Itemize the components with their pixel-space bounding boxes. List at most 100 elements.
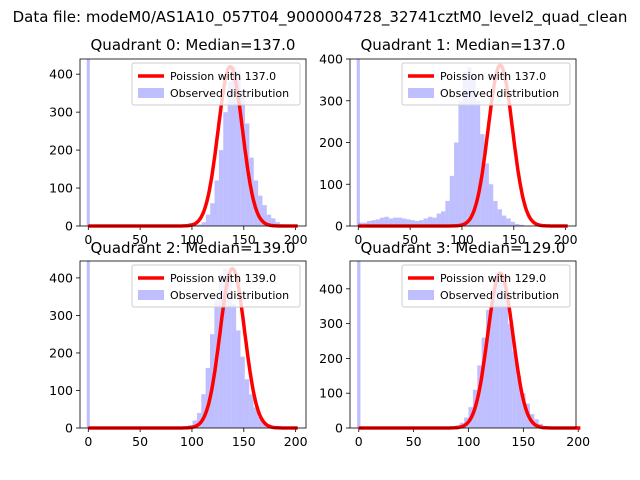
- x-tick-label: 150: [511, 434, 535, 449]
- legend-hist-swatch: [408, 88, 434, 98]
- hist-bar: [510, 221, 516, 226]
- axes-border: [79, 58, 307, 227]
- hist-bar: [227, 277, 232, 428]
- legend-label-fit: Poission with 137.0: [440, 70, 546, 83]
- hist-bar: [384, 216, 389, 226]
- x-tick-label: 0: [84, 232, 92, 247]
- y-tick-label: 100: [319, 177, 343, 192]
- y-tick-label: 400: [319, 52, 343, 67]
- axes-border: [79, 260, 307, 429]
- figure-suptitle: Data file: modeM0/AS1A10_057T04_90000047…: [13, 8, 628, 27]
- hist-bar: [484, 163, 489, 226]
- legend-label-hist: Observed distribution: [440, 289, 559, 302]
- x-tick-label: 200: [284, 434, 308, 449]
- hist-bar: [497, 209, 502, 226]
- subplot-quadrant-2: Quadrant 2: Median=139.0 0 50 100 150 200 0 10…: [49, 239, 307, 449]
- hist-bar: [227, 81, 232, 226]
- y-tick-label: 0: [335, 421, 343, 436]
- axes-frame: [349, 58, 577, 227]
- hist-bar: [240, 89, 246, 226]
- x-tick-label: 50: [402, 232, 418, 247]
- hist-bar: [462, 71, 468, 227]
- zero-spike: [356, 59, 360, 226]
- hist-bar: [205, 367, 211, 428]
- zero-spike: [357, 261, 361, 428]
- x-tick-label: 0: [84, 434, 92, 449]
- hist-bar: [262, 205, 267, 226]
- hist-bar: [521, 393, 526, 428]
- hist-bar: [467, 67, 472, 226]
- y-tick-label: 100: [319, 386, 343, 401]
- subplot-title: Quadrant 1: Median=137.0: [361, 36, 566, 54]
- hist-bar: [445, 200, 450, 226]
- hist-bar: [240, 356, 245, 428]
- x-tick-label: 150: [232, 232, 256, 247]
- legend-box: [131, 62, 301, 106]
- hist-bar: [231, 66, 237, 226]
- hist-bar: [388, 218, 394, 226]
- hist-bar: [223, 268, 228, 428]
- legend-hist-swatch: [138, 88, 164, 98]
- hist-bar: [236, 70, 241, 227]
- hist-bar: [223, 112, 228, 226]
- hist-bar: [210, 203, 215, 226]
- hist-bar: [419, 220, 424, 226]
- hist-bar: [475, 100, 481, 226]
- legend-label-fit: Poission with 137.0: [170, 70, 276, 83]
- legend-hist-swatch: [408, 290, 434, 300]
- hist-bar: [516, 375, 522, 428]
- hist-bar: [406, 219, 411, 226]
- hist-bar: [519, 224, 524, 226]
- hist-bar: [423, 218, 428, 226]
- x-tick-label: 100: [180, 232, 204, 247]
- hist-bar: [249, 394, 254, 428]
- hist-bar: [231, 304, 237, 428]
- y-tick-label: 0: [65, 219, 73, 234]
- y-tick-label: 300: [319, 93, 343, 108]
- hist-bar: [494, 271, 500, 428]
- hist-bar: [410, 220, 415, 226]
- legend: Poission with 139.0 Observed distributio…: [131, 264, 301, 308]
- zero-spike: [86, 261, 90, 428]
- spike-bar: [86, 261, 90, 428]
- hist-bar: [454, 142, 459, 226]
- subplot-quadrant-1: Quadrant 1: Median=137.0 0 50 100 150 200 0 10…: [319, 36, 577, 247]
- axes-frame: [79, 260, 307, 429]
- hist-bar: [257, 416, 263, 428]
- legend-label-hist: Observed distribution: [170, 289, 289, 302]
- legend-box: [401, 62, 571, 106]
- hist-bar: [458, 100, 463, 226]
- axes-frame: [79, 58, 307, 227]
- hist-bar: [196, 412, 202, 428]
- x-tick-label: 200: [284, 232, 308, 247]
- legend: Poission with 129.0 Observed distributio…: [401, 264, 571, 308]
- hist-bar: [427, 216, 433, 226]
- hist-bar: [414, 220, 420, 226]
- zero-spike: [86, 59, 90, 226]
- hist-bar: [367, 220, 372, 226]
- legend-box: [131, 264, 301, 308]
- hist-bar: [266, 214, 272, 226]
- x-tick-label: 100: [450, 232, 474, 247]
- y-tick-label: 100: [49, 181, 73, 196]
- hist-bar: [197, 224, 202, 226]
- subplot-title: Quadrant 3: Median=129.0: [361, 239, 566, 257]
- hist-bar: [493, 200, 498, 226]
- y-tick-label: 400: [49, 67, 73, 82]
- subplot-quadrant-3: Quadrant 3: Median=129.0 0 50 100 150 200 0 10…: [319, 239, 590, 449]
- legend-label-fit: Poission with 129.0: [440, 272, 546, 285]
- hist-bar: [214, 180, 219, 226]
- hist-bar: [201, 222, 206, 226]
- hist-bar: [218, 150, 224, 226]
- axis-ticks: 0 50 100 150 200 0 100 200 300 400: [319, 281, 590, 449]
- x-tick-label: 0: [355, 434, 363, 449]
- x-tick-label: 100: [457, 434, 481, 449]
- subplot-title: Quadrant 0: Median=137.0: [91, 36, 296, 54]
- y-tick-label: 400: [319, 281, 343, 296]
- hist-bar: [201, 394, 206, 428]
- y-tick-label: 300: [49, 105, 73, 120]
- hist-bar: [371, 220, 376, 226]
- hist-bar: [481, 337, 487, 428]
- hist-bar: [393, 217, 398, 226]
